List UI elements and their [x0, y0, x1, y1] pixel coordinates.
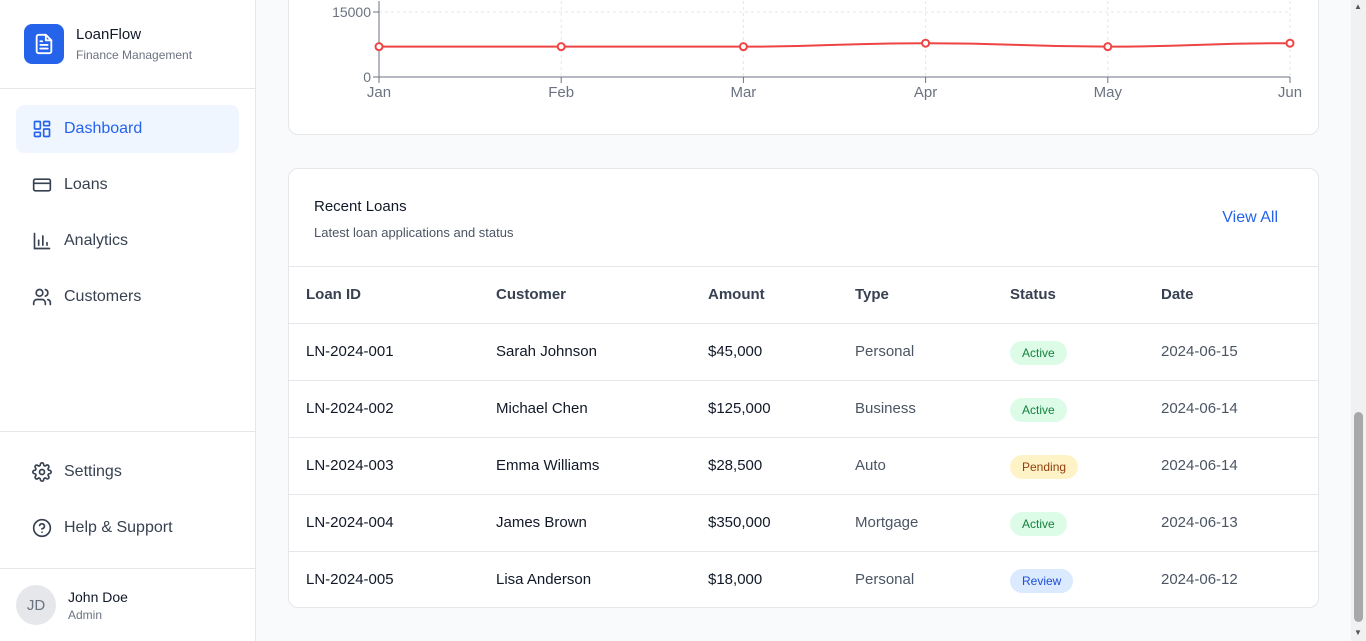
bar-chart-icon — [32, 231, 52, 251]
data-point — [921, 38, 931, 48]
avatar: JD — [16, 585, 56, 625]
dashboard-icon — [32, 119, 52, 139]
gear-icon — [32, 462, 52, 482]
type-cell: Personal — [855, 343, 915, 360]
type-cell: Personal — [855, 571, 915, 588]
data-point — [556, 42, 566, 52]
sidebar-item-label: Loans — [64, 176, 108, 193]
x-tick-label: Jan — [367, 84, 391, 101]
sidebar-item-help[interactable]: Help & Support — [16, 504, 239, 552]
sidebar-item-customers[interactable]: Customers — [16, 273, 239, 321]
series-line — [378, 42, 1291, 48]
sidebar-item-label: Help & Support — [64, 519, 173, 536]
sidebar-item-label: Customers — [64, 288, 142, 305]
x-tick-label: Apr — [914, 84, 937, 101]
data-point — [1103, 42, 1113, 52]
user-role: Admin — [68, 607, 103, 622]
scrollbar-thumb[interactable] — [1354, 412, 1363, 622]
chart-card: 0 15000 Jan Feb Mar Apr May Jun — [288, 0, 1319, 135]
y-tick-label: 15000 — [332, 4, 371, 20]
help-icon — [32, 518, 52, 538]
brand[interactable]: LoanFlow Finance Management — [24, 24, 192, 64]
divider — [0, 88, 255, 89]
scroll-down-arrow[interactable]: ▼ — [1354, 628, 1362, 637]
type-cell: Auto — [855, 457, 886, 474]
customer-cell: Lisa Anderson — [496, 571, 592, 588]
table-row[interactable]: LN-2024-004 James Brown $350,000 Mortgag… — [289, 494, 1318, 551]
sidebar-item-settings[interactable]: Settings — [16, 448, 239, 496]
sidebar-item-loans[interactable]: Loans — [16, 161, 239, 209]
divider — [0, 568, 255, 569]
type-cell: Business — [855, 400, 916, 417]
column-header-customer[interactable]: Customer — [496, 286, 567, 303]
table-row[interactable]: LN-2024-002 Michael Chen $125,000 Busine… — [289, 380, 1318, 437]
loan-id-cell: LN-2024-002 — [306, 400, 394, 417]
date-cell: 2024-06-14 — [1161, 400, 1238, 417]
loan-id-cell: LN-2024-004 — [306, 514, 394, 531]
amount-cell: $125,000 — [708, 400, 771, 417]
table-row[interactable]: LN-2024-001 Sarah Johnson $45,000 Person… — [289, 323, 1318, 380]
status-badge: Pending — [1010, 455, 1079, 479]
brand-name: LoanFlow — [76, 26, 142, 43]
type-cell: Mortgage — [855, 514, 919, 531]
view-all-link[interactable]: View All — [1222, 209, 1278, 226]
x-tick-label: Mar — [730, 84, 756, 101]
brand-subtitle: Finance Management — [76, 48, 193, 62]
loan-id-cell: LN-2024-003 — [306, 457, 394, 474]
customer-cell: Sarah Johnson — [496, 343, 597, 360]
data-point — [1285, 38, 1295, 48]
sidebar: LoanFlow Finance Management Dashboard Lo… — [0, 0, 256, 641]
date-cell: 2024-06-15 — [1161, 343, 1238, 360]
column-header-status[interactable]: Status — [1010, 286, 1056, 303]
loan-id-cell: LN-2024-005 — [306, 571, 394, 588]
customer-cell: Emma Williams — [496, 457, 600, 474]
column-header-amount[interactable]: Amount — [708, 286, 765, 303]
status-badge: Active — [1010, 398, 1067, 422]
divider — [0, 431, 255, 432]
customer-cell: Michael Chen — [496, 400, 588, 417]
loan-id-cell: LN-2024-001 — [306, 343, 394, 360]
amount-cell: $28,500 — [708, 457, 763, 474]
x-tick-label: Feb — [548, 84, 574, 101]
y-tick-label: 0 — [363, 69, 371, 85]
line-chart: 0 15000 Jan Feb Mar Apr May Jun — [332, 1, 1302, 101]
sidebar-item-label: Dashboard — [64, 120, 143, 137]
date-cell: 2024-06-13 — [1161, 514, 1238, 531]
column-header-loan-id[interactable]: Loan ID — [306, 286, 361, 303]
data-point — [374, 42, 384, 52]
scroll-up-arrow[interactable]: ▲ — [1354, 2, 1362, 11]
user-name: John Doe — [68, 588, 128, 605]
status-badge: Active — [1010, 512, 1067, 536]
date-cell: 2024-06-14 — [1161, 457, 1238, 474]
recent-loans-card: Recent Loans Latest loan applications an… — [288, 168, 1319, 608]
status-badge: Review — [1010, 569, 1074, 593]
column-header-date[interactable]: Date — [1161, 286, 1194, 303]
date-cell: 2024-06-12 — [1161, 571, 1238, 588]
data-point — [738, 42, 748, 52]
amount-cell: $18,000 — [708, 571, 763, 588]
sidebar-item-label: Settings — [64, 463, 122, 480]
sidebar-item-dashboard[interactable]: Dashboard — [16, 105, 239, 153]
table-row[interactable]: LN-2024-003 Emma Williams $28,500 Auto P… — [289, 437, 1318, 494]
sidebar-item-analytics[interactable]: Analytics — [16, 217, 239, 265]
x-tick-label: May — [1094, 84, 1123, 101]
user-profile[interactable]: JD John Doe Admin — [16, 585, 128, 625]
card-title: Recent Loans — [314, 198, 407, 215]
divider — [289, 266, 1318, 267]
x-tick-label: Jun — [1278, 84, 1302, 101]
document-icon — [24, 24, 64, 64]
card-icon — [32, 175, 52, 195]
amount-cell: $350,000 — [708, 514, 771, 531]
column-header-type[interactable]: Type — [855, 286, 889, 303]
table-row[interactable]: LN-2024-005 Lisa Anderson $18,000 Person… — [289, 551, 1318, 607]
sidebar-item-label: Analytics — [64, 232, 129, 249]
customer-cell: James Brown — [496, 514, 587, 531]
users-icon — [32, 287, 52, 307]
status-badge: Active — [1010, 341, 1067, 365]
amount-cell: $45,000 — [708, 343, 763, 360]
card-subtitle: Latest loan applications and status — [314, 225, 514, 240]
